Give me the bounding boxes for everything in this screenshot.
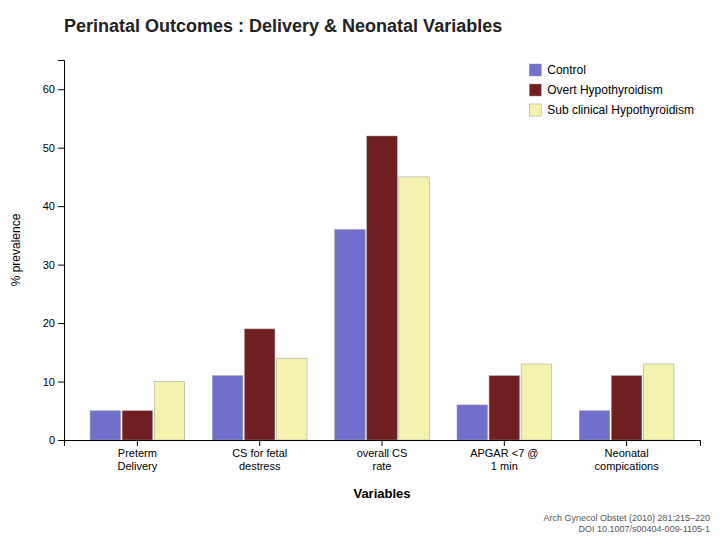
title: Perinatal Outcomes : Delivery & Neonatal… <box>64 16 502 36</box>
tick-label: PretermDelivery <box>118 447 158 472</box>
axis-line <box>65 441 701 447</box>
bar <box>212 376 242 440</box>
tick-mark <box>58 440 64 441</box>
bar <box>335 230 365 440</box>
legend-label: Overt Hypothyroidism <box>547 83 662 97</box>
tick-mark <box>58 382 64 383</box>
tick-mark <box>626 440 627 446</box>
bar <box>579 411 609 440</box>
tick: 0 <box>49 434 64 446</box>
series <box>90 230 610 440</box>
bar <box>521 364 551 440</box>
bar <box>643 364 673 440</box>
bar <box>489 376 519 440</box>
legend: Control Overt Hypothyroidism Sub clinical … <box>529 63 694 117</box>
tick-label: 60 <box>43 83 55 95</box>
tick-label: CS for fetaldestress <box>232 447 287 472</box>
tick-label: 30 <box>43 259 55 271</box>
tick-label: overall CSrate <box>357 447 408 472</box>
x-axis: PretermDelivery CS for fetaldestress overa… <box>65 440 701 472</box>
tick-label: 0 <box>49 434 55 446</box>
tick-mark <box>259 440 260 446</box>
legend-swatch <box>529 104 541 116</box>
y-axis: 0 10 20 30 40 50 60 <box>43 61 65 447</box>
tick: 30 <box>43 259 64 271</box>
bars <box>90 136 674 440</box>
tick-mark <box>58 89 64 90</box>
tick-mark <box>382 440 383 446</box>
x-axis-title: Variables <box>353 486 410 501</box>
bar <box>399 177 429 440</box>
bar <box>154 382 184 440</box>
axis-line <box>58 61 65 441</box>
bar <box>611 376 641 440</box>
bar <box>90 411 120 440</box>
chart: Perinatal Outcomes : Delivery & Neonatal… <box>0 0 720 540</box>
tick: Neonatalcompications <box>595 440 660 472</box>
plot: 0 10 20 30 40 50 60 PretermDelivery CS for fetal… <box>43 61 701 473</box>
tick: 10 <box>43 376 64 388</box>
tick-label: 40 <box>43 200 55 212</box>
tick-mark <box>58 148 64 149</box>
bar <box>244 329 274 440</box>
annotation: Arch Gynecol Obstet (2010) 281:215–220DO… <box>543 513 710 534</box>
legend-label: Sub clinical Hypothyroidism <box>547 103 694 117</box>
tick-mark <box>58 265 64 266</box>
tick-mark <box>58 206 64 207</box>
bar <box>367 136 397 440</box>
tick: APGAR <7 @1 min <box>470 440 538 472</box>
tick: 50 <box>43 142 64 154</box>
tick-label: APGAR <7 @1 min <box>470 447 538 472</box>
legend-item: Overt Hypothyroidism <box>529 83 662 97</box>
tick-mark <box>504 440 505 446</box>
tick: PretermDelivery <box>118 440 158 472</box>
series <box>154 177 674 440</box>
bar <box>277 358 307 440</box>
legend-swatch <box>529 84 541 96</box>
bar <box>457 405 487 440</box>
legend-label: Control <box>547 63 586 77</box>
tick-label: 10 <box>43 376 55 388</box>
tick: 40 <box>43 200 64 212</box>
tick: 20 <box>43 317 64 329</box>
tick-mark <box>58 323 64 324</box>
series <box>122 136 642 440</box>
legend-item: Control <box>529 63 586 77</box>
legend-item: Sub clinical Hypothyroidism <box>529 103 694 117</box>
bar <box>122 411 152 440</box>
tick: overall CSrate <box>357 440 408 472</box>
tick: CS for fetaldestress <box>232 440 287 472</box>
tick: 60 <box>43 83 64 95</box>
tick-label: Neonatalcompications <box>595 447 660 472</box>
tick-mark <box>137 440 138 446</box>
tick-label: 50 <box>43 142 55 154</box>
y-axis-title: % prevalence <box>9 213 23 286</box>
tick-label: 20 <box>43 317 55 329</box>
legend-swatch <box>529 64 541 76</box>
